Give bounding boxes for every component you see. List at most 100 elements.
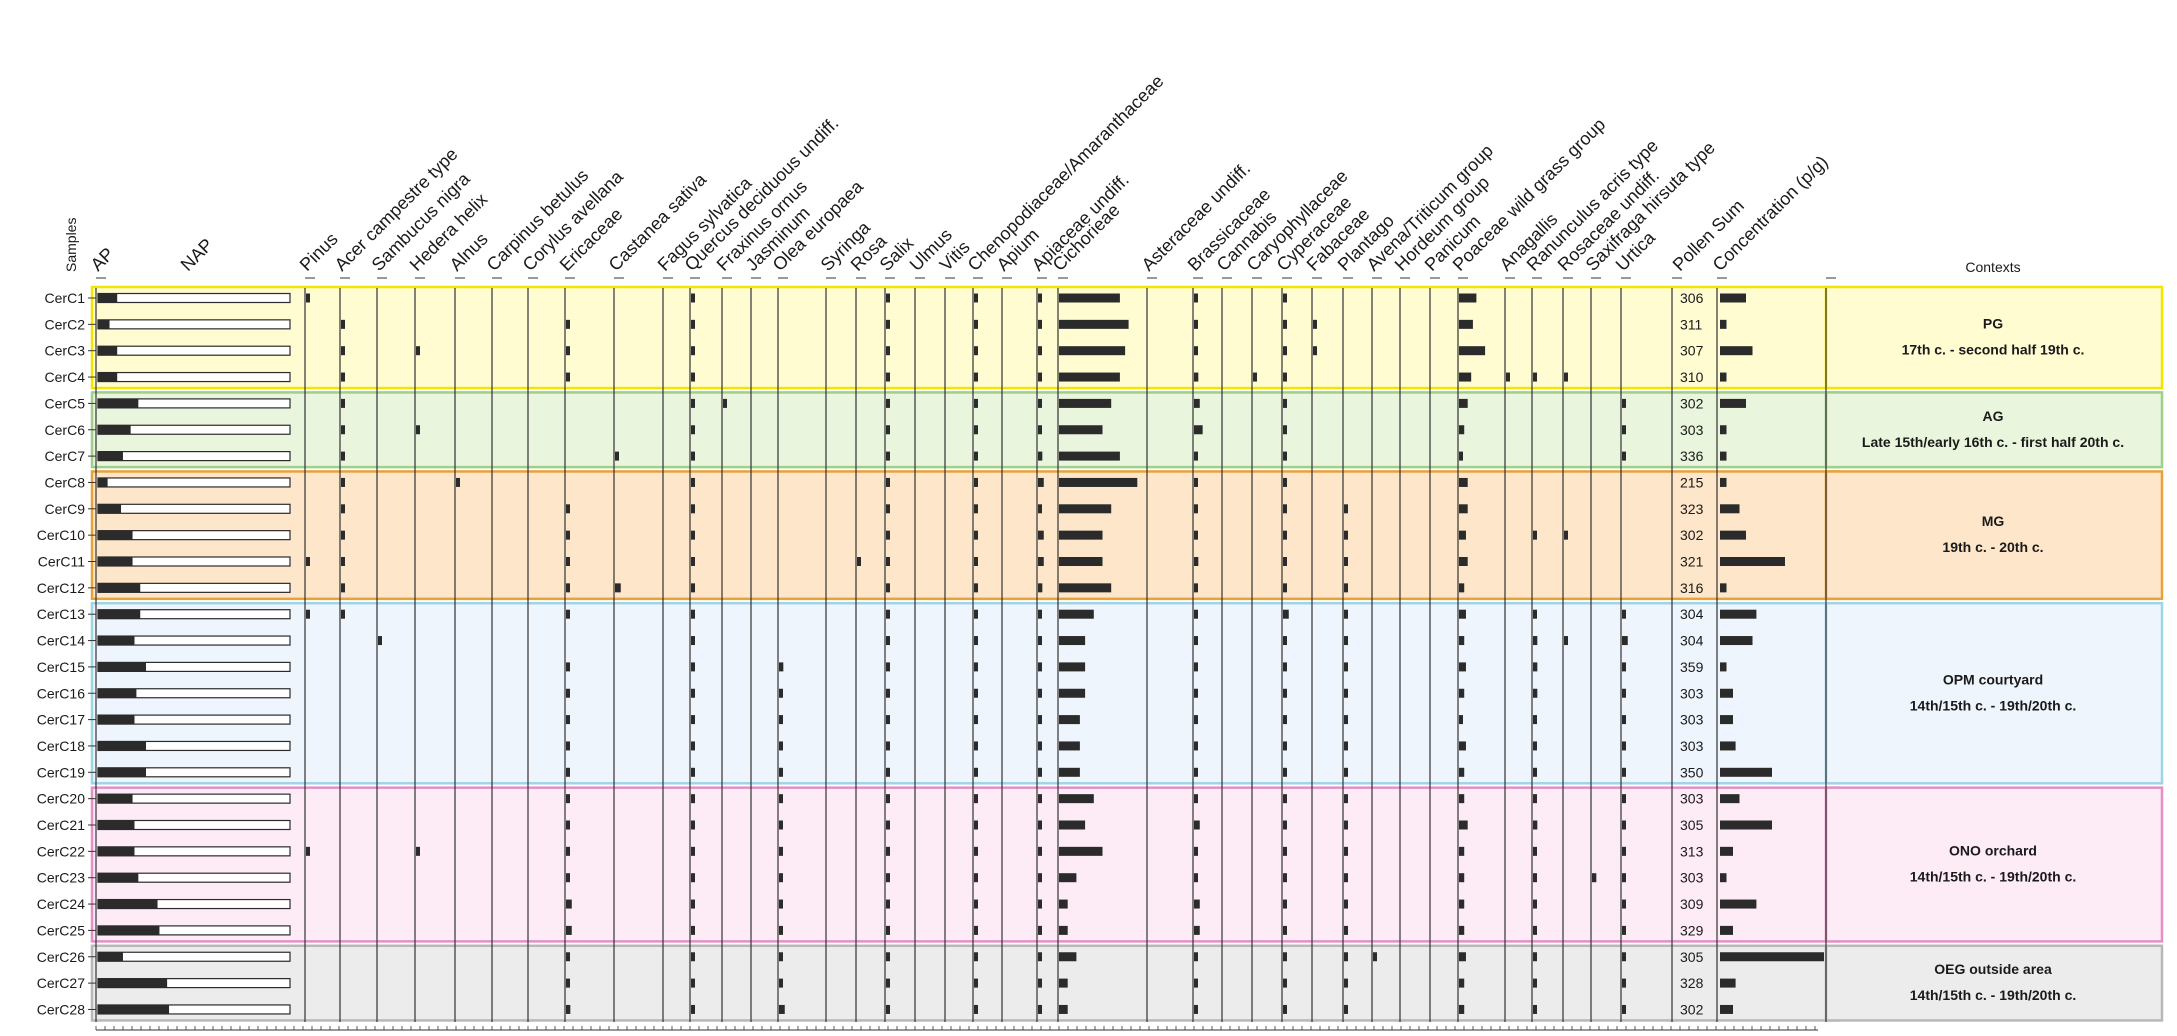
taxon-bar [1533,820,1538,830]
taxon-bar [691,319,695,329]
taxon-bar [886,451,890,461]
ap-bar [98,425,131,435]
taxon-bar [691,557,695,566]
taxon-bar [1506,372,1510,382]
taxon-bar [779,925,783,935]
pollen-sum-value: 303 [1680,422,1704,438]
taxon-bar [566,1004,571,1014]
sample-label: CerC16 [37,685,85,701]
taxon-bar [566,504,570,514]
taxon-bar [1059,346,1126,356]
taxon-bar [974,346,978,356]
taxon-bar [1283,477,1287,487]
sample-label: CerC24 [37,896,85,912]
taxon-bar [1283,293,1287,303]
context-label-box-1 [1824,285,2164,390]
taxon-bar [1059,873,1077,883]
ap-bar [98,952,123,962]
taxon-bar [1038,346,1042,356]
taxon-bar [974,319,978,329]
taxon-bar [974,530,978,540]
taxon-bar [1194,346,1198,356]
taxon-bar [341,504,345,514]
taxon-bar [1038,504,1042,514]
taxon-bar [1459,530,1466,540]
taxon-bar [886,794,890,804]
taxon-bar [1283,504,1287,514]
taxon-bar [1283,794,1287,804]
pollen-sum-value: 311 [1680,316,1703,332]
taxon-bar [1533,609,1537,619]
taxon-bar [341,530,345,540]
sample-label: CerC15 [37,659,85,675]
taxon-bar [306,846,310,856]
taxon-bar [886,873,890,883]
taxon-bar [1344,715,1348,725]
taxon-bar [1194,820,1200,830]
taxon-bar [1283,425,1287,435]
concentration-bar [1720,293,1746,303]
taxon-bar [1283,451,1287,461]
taxon-bar [341,451,345,461]
taxon-bar [566,319,570,329]
sample-label: CerC10 [37,527,85,543]
taxon-bar [1622,846,1626,856]
taxon-bar [1194,398,1200,408]
taxon-bar [886,319,890,329]
taxon-bar [1459,583,1465,593]
ap-bar [98,899,158,909]
taxon-bar [1533,767,1537,777]
sample-label: CerC9 [45,501,86,517]
ap-bar [98,688,137,698]
taxon-bar [974,715,978,725]
taxon-bar [886,715,890,725]
sample-label: CerC19 [37,764,85,780]
taxon-bar [974,636,978,646]
ap-bar [98,319,110,329]
ap-header: AP [87,244,118,275]
taxon-bar [1194,794,1198,804]
taxon-bar [1059,425,1103,435]
sample-label: CerC28 [37,1001,85,1017]
taxon-bar [1459,715,1463,725]
taxon-bar [1283,1004,1287,1014]
taxon-bar [1283,925,1287,935]
taxon-bar [1459,477,1468,487]
bar-marks [97,292,1824,1015]
pollen-sum-value: 321 [1680,554,1704,570]
context-period: 14th/15th c. - 19th/20th c. [1910,869,2077,885]
pollen-sum-value: 305 [1680,949,1704,965]
taxon-bar [974,952,978,962]
taxon-bar [1038,398,1042,408]
taxon-bar [1459,978,1465,988]
taxon-bar [1038,820,1042,830]
ap-bar [98,609,141,619]
taxon-bar [974,688,978,698]
taxon-bar [1059,477,1138,487]
taxon-bar [1344,952,1348,962]
taxon-bar [1533,952,1537,962]
taxon-bar [1622,952,1626,962]
taxon-bar [691,293,695,303]
taxon-bar [306,609,310,619]
sample-label: CerC5 [45,395,86,411]
taxon-bar [1459,319,1473,329]
context-band-2 [90,391,1840,469]
nap-box [97,951,291,962]
taxon-bar [1459,398,1468,408]
taxon-bar [341,609,345,619]
taxon-bar [1533,530,1537,540]
taxon-bar [1038,319,1042,329]
taxon-bar [416,846,420,856]
taxon-bar [691,952,695,962]
column-separators [88,277,1836,1031]
taxon-bar [566,741,570,751]
taxon-bar [341,372,345,382]
ap-bar [98,978,168,988]
taxon-bar [1533,662,1538,672]
ap-bar [98,662,146,672]
taxon-bar [456,477,460,487]
nap-box [97,319,291,330]
taxon-bar [1533,899,1537,909]
taxon-bar [1038,1004,1042,1014]
